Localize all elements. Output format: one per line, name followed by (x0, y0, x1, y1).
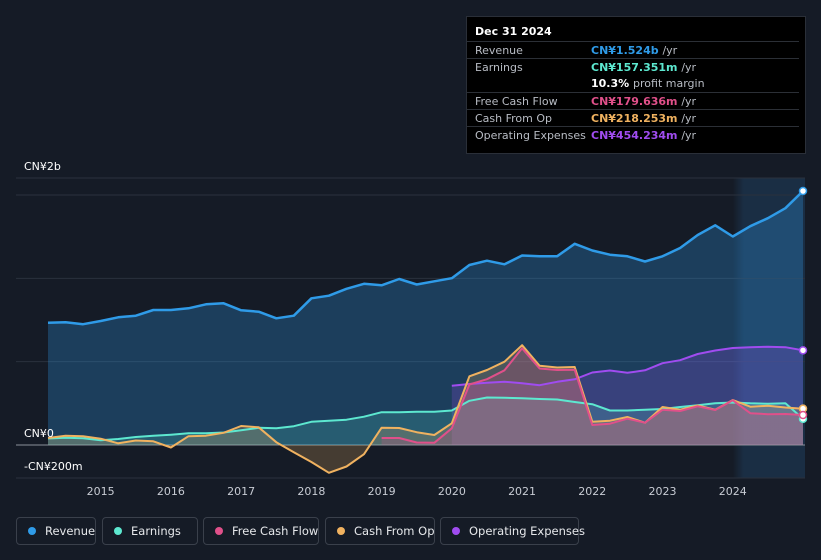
y-axis-zero-label: CN¥0 (24, 427, 54, 440)
legend-dot-earnings (114, 527, 122, 535)
tooltip-row-cfo: Cash From Op CN¥218.253m /yr (467, 109, 799, 127)
line-earnings (47, 396, 804, 442)
tooltip-cfo-value: CN¥218.253m /yr (591, 112, 697, 125)
legend-item-cfo[interactable]: Cash From Op (325, 517, 435, 545)
tooltip-fcf-value: CN¥179.636m /yr (591, 95, 697, 108)
tooltip-revenue-label: Revenue (475, 44, 523, 57)
line-opex (451, 345, 804, 387)
legend-label-revenue: Revenue (45, 524, 96, 538)
tooltip-revenue-value: CN¥1.524b /yr (591, 44, 678, 57)
tooltip-opex-value: CN¥454.234m /yr (591, 129, 697, 142)
data-tooltip: Dec 31 2024 Revenue CN¥1.524b /yr Earnin… (466, 16, 806, 154)
tooltip-date: Dec 31 2024 (475, 25, 552, 38)
x-tick-label: 2016 (157, 485, 185, 498)
tooltip-row-fcf: Free Cash Flow CN¥179.636m /yr (467, 92, 799, 110)
end-marker-fcf (798, 410, 808, 420)
tooltip-cfo-label: Cash From Op (475, 112, 553, 125)
legend-item-earnings[interactable]: Earnings (102, 517, 198, 545)
x-tick-label: 2017 (227, 485, 255, 498)
legend-dot-fcf (215, 527, 223, 535)
tooltip-opex-label: Operating Expenses (475, 129, 586, 142)
x-tick-label: 2015 (87, 485, 115, 498)
x-tick-label: 2022 (578, 485, 606, 498)
tooltip-fcf-label: Free Cash Flow (475, 95, 558, 108)
y-axis-bottom-label: -CN¥200m (24, 460, 83, 473)
tooltip-row-earnings: Earnings CN¥157.351m /yr (467, 58, 799, 76)
y-axis-top-label: CN¥2b (24, 160, 61, 173)
tooltip-row-revenue: Revenue CN¥1.524b /yr (467, 41, 799, 59)
x-tick-label: 2020 (438, 485, 466, 498)
tooltip-earnings-value: CN¥157.351m /yr (591, 61, 697, 74)
legend-item-opex[interactable]: Operating Expenses (440, 517, 585, 545)
legend-label-fcf: Free Cash Flow (232, 524, 319, 538)
area-cfo (48, 345, 803, 473)
legend-dot-opex (452, 527, 460, 535)
tooltip-margin-value: 10.3% profit margin (591, 77, 705, 90)
legend-dot-cfo (337, 527, 345, 535)
legend-item-revenue[interactable]: Revenue (16, 517, 96, 545)
line-fcf (381, 347, 804, 444)
end-marker-opex (798, 346, 808, 355)
legend-dot-revenue (28, 527, 36, 535)
line-revenue (47, 190, 804, 326)
x-tick-label: 2024 (719, 485, 747, 498)
area-revenue (48, 191, 803, 445)
legend-label-earnings: Earnings (131, 524, 181, 538)
x-tick-label: 2019 (368, 485, 396, 498)
x-tick-label: 2018 (297, 485, 325, 498)
legend-label-opex: Operating Expenses (469, 524, 585, 538)
area-fcf (381, 348, 803, 445)
x-tick-label: 2023 (649, 485, 677, 498)
area-opex (451, 346, 803, 445)
area-earnings (48, 397, 803, 445)
line-cfo (47, 344, 804, 474)
legend-item-fcf[interactable]: Free Cash Flow (203, 517, 319, 545)
x-tick-label: 2021 (508, 485, 536, 498)
tooltip-row-opex: Operating Expenses CN¥454.234m /yr (467, 126, 799, 144)
legend-label-cfo: Cash From Op (354, 524, 435, 538)
tooltip-row-margin: 10.3% profit margin (467, 75, 799, 92)
end-marker-revenue (798, 186, 808, 196)
tooltip-earnings-label: Earnings (475, 61, 523, 74)
